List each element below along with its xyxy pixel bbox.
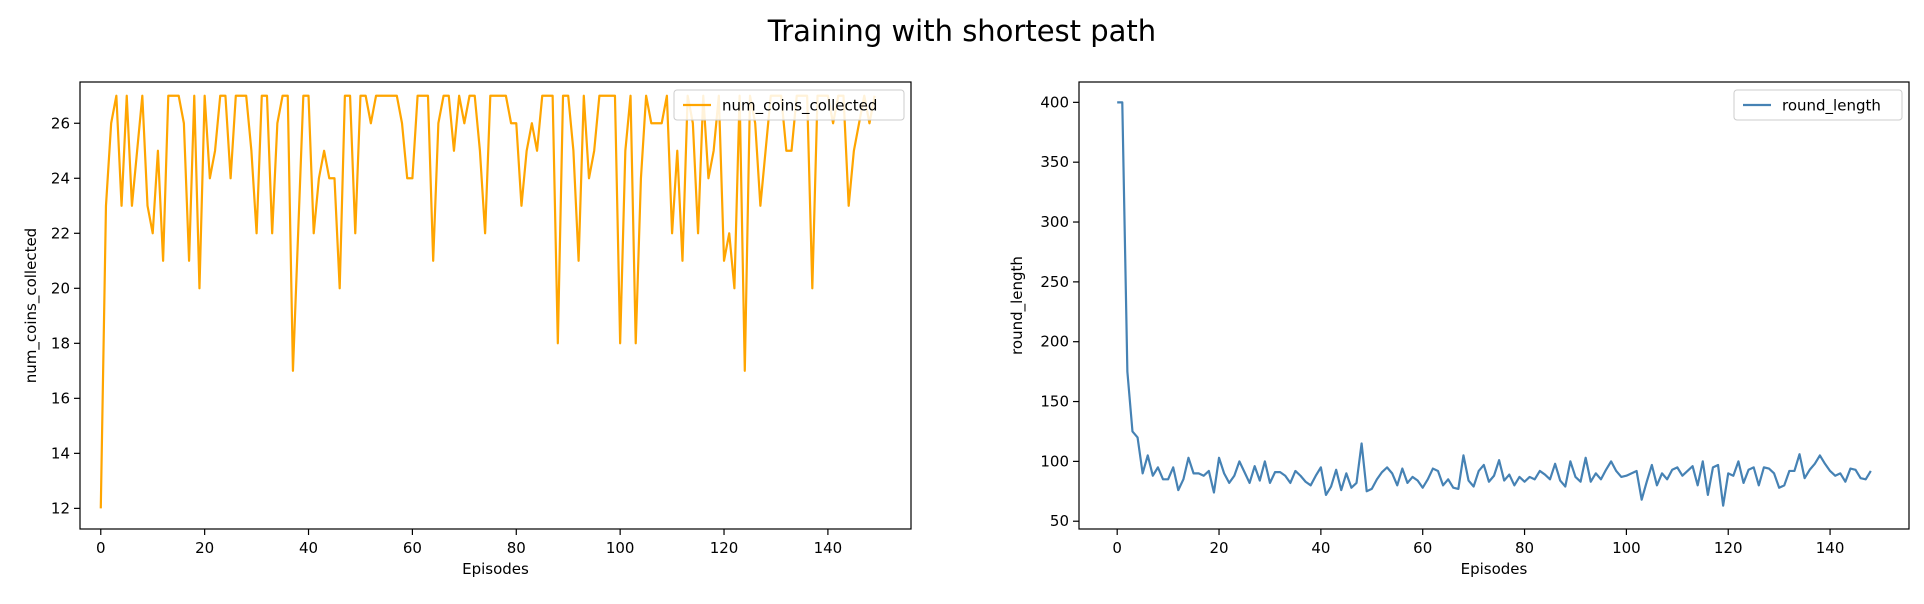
y-tick-label: 400: [1040, 93, 1069, 111]
y-tick-label: 300: [1040, 213, 1069, 231]
x-tick-label: 40: [299, 539, 318, 557]
y-tick-label: 22: [51, 224, 70, 242]
x-tick-label: 140: [1816, 539, 1845, 557]
x-tick-label: 100: [1612, 539, 1641, 557]
x-tick-label: 60: [403, 539, 422, 557]
chart-panel-2: 0 20 40 60 80 100 120 140 50 100 150 200 250 300 350 40…: [1008, 81, 1910, 578]
y-tick-label: 350: [1040, 153, 1069, 171]
chart-panel-1: 0 20 40 60 80 100 120 140 12 14 16 18 20 22 24 26 Episod…: [22, 81, 912, 578]
y-axis-label: round_length: [1008, 256, 1027, 355]
legend: round_length: [1733, 89, 1903, 121]
x-tick-label: 0: [1112, 539, 1122, 557]
plot-frame: [1078, 81, 1910, 530]
y-tick-label: 50: [1050, 512, 1069, 530]
plot-frame: [79, 81, 912, 530]
x-axis-label: Episodes: [462, 560, 529, 578]
x-tick-label: 20: [195, 539, 214, 557]
x-tick-label: 80: [507, 539, 526, 557]
x-tick-label: 20: [1209, 539, 1228, 557]
y-tick-label: 250: [1040, 273, 1069, 291]
y-tick-label: 18: [51, 334, 70, 352]
series-line-num_coins_collected: [99, 94, 876, 509]
y-tick-label: 12: [51, 499, 70, 517]
x-tick-label: 100: [606, 539, 635, 557]
series-line-round_length: [1117, 101, 1872, 507]
y-tick-label: 26: [51, 114, 70, 132]
y-tick-label: 24: [51, 169, 70, 187]
x-tick-label: 120: [710, 539, 739, 557]
x-axis-label: Episodes: [1461, 560, 1528, 578]
x-tick-label: 80: [1515, 539, 1534, 557]
legend: num_coins_collected: [673, 89, 905, 121]
y-tick-label: 150: [1040, 393, 1069, 411]
legend-label: num_coins_collected: [722, 97, 877, 116]
legend-box: [1733, 89, 1903, 121]
x-tick-label: 60: [1413, 539, 1432, 557]
y-axis-label: num_coins_collected: [22, 228, 41, 383]
legend-box: [673, 89, 905, 121]
y-tick-label: 20: [51, 279, 70, 297]
figure-title: Training with shortest path: [767, 14, 1157, 48]
y-tick-label: 16: [51, 389, 70, 407]
legend-label: round_length: [1782, 97, 1881, 116]
x-tick-label: 0: [96, 539, 106, 557]
y-tick-label: 100: [1040, 452, 1069, 470]
x-tick-label: 40: [1311, 539, 1330, 557]
x-tick-label: 120: [1714, 539, 1743, 557]
y-tick-label: 200: [1040, 333, 1069, 351]
y-tick-label: 14: [51, 444, 70, 462]
x-tick-label: 140: [814, 539, 843, 557]
